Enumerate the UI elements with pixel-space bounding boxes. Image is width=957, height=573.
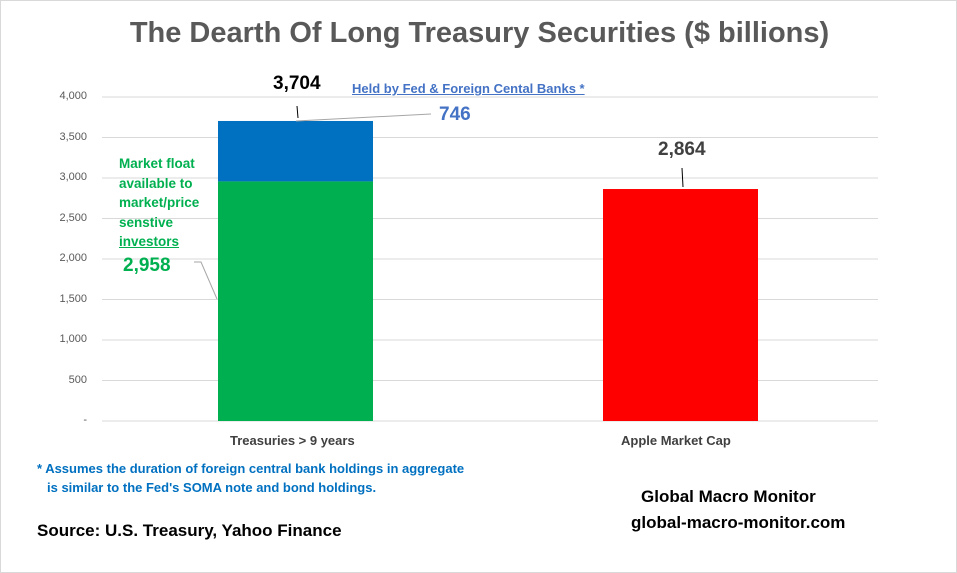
leader-line (296, 105, 299, 119)
float-label-line: investors (119, 234, 180, 249)
held-series-label: Held by Fed & Foreign Cental Banks * (352, 81, 585, 96)
total-label: 3,704 (273, 73, 321, 94)
float-series-label: Market float available to market/price s… (119, 154, 199, 252)
held-value-label: 746 (439, 104, 471, 125)
x-tick-label: Apple Market Cap (621, 433, 731, 448)
y-tick-label: 2,000 (59, 252, 87, 264)
brand-url: global-macro-monitor.com (631, 513, 846, 532)
y-tick-label: 4,000 (59, 90, 87, 102)
footnote-line: is similar to the Fed's SOMA note and bo… (47, 480, 377, 495)
float-label-line: Market float (119, 156, 195, 171)
apple-value-label: 2,864 (658, 139, 706, 160)
y-tick-label: 1,000 (59, 333, 87, 345)
float-label-line: market/price (119, 195, 200, 210)
leader-line (681, 167, 684, 188)
y-tick-label: 500 (68, 373, 87, 386)
y-tick-label: 1,500 (59, 292, 87, 305)
leader-line (194, 261, 218, 300)
source: Source: U.S. Treasury, Yahoo Finance (37, 521, 342, 540)
bar-segment (603, 189, 758, 421)
float-label-line: available to (119, 175, 193, 191)
leader-line (295, 113, 432, 122)
bar-segment (218, 181, 373, 421)
float-label-line: senstive (119, 214, 174, 230)
y-tick-label: - (83, 414, 87, 426)
brand-name: Global Macro Monitor (641, 487, 816, 506)
y-tick-label: 2,500 (59, 211, 87, 224)
bar-segment (218, 120, 373, 182)
y-tick-label: 3,500 (59, 130, 87, 143)
chart-title: The Dearth Of Long Treasury Securities (… (129, 17, 830, 49)
y-tick-label: 3,000 (59, 171, 87, 183)
footnote-line: * Assumes the duration of foreign centra… (37, 461, 465, 476)
footnote: * Assumes the duration of foreign centra… (37, 459, 464, 497)
float-value-label: 2,958 (123, 255, 171, 276)
x-tick-label: Treasuries > 9 years (230, 433, 355, 448)
